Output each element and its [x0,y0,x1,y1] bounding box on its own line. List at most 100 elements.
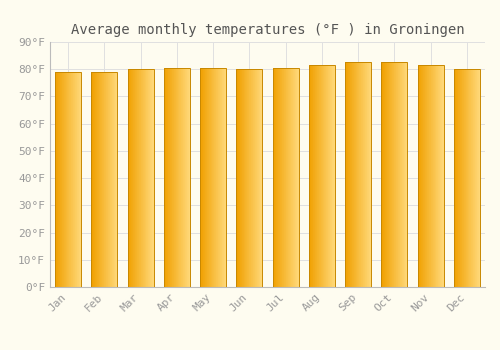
Bar [354,62,355,287]
Bar [260,69,261,287]
Bar [237,69,238,287]
Bar [385,62,386,287]
Bar [461,69,462,287]
Bar [254,69,256,287]
Bar [64,72,65,287]
Bar [396,62,397,287]
Bar [200,68,226,287]
Bar [135,69,136,287]
Bar [172,68,173,287]
Bar [215,68,216,287]
Bar [276,68,277,287]
Bar [345,62,371,287]
Bar [136,69,138,287]
Bar [405,62,406,287]
Bar [478,69,480,287]
Bar [244,69,245,287]
Bar [247,69,248,287]
Bar [430,65,432,287]
Bar [149,69,150,287]
Bar [106,72,107,287]
Bar [105,72,106,287]
Bar [470,69,471,287]
Bar [143,69,144,287]
Bar [174,68,175,287]
Bar [96,72,97,287]
Bar [102,72,103,287]
Bar [309,65,335,287]
Bar [273,68,274,287]
Bar [256,69,257,287]
Bar [167,68,168,287]
Bar [348,62,349,287]
Bar [206,68,208,287]
Bar [370,62,371,287]
Bar [164,68,190,287]
Bar [334,65,335,287]
Bar [356,62,357,287]
Bar [131,69,132,287]
Bar [467,69,468,287]
Bar [223,68,224,287]
Bar [115,72,116,287]
Bar [292,68,293,287]
Bar [74,72,76,287]
Bar [462,69,463,287]
Bar [63,72,64,287]
Bar [224,68,225,287]
Bar [293,68,294,287]
Bar [225,68,226,287]
Bar [460,69,461,287]
Bar [322,65,323,287]
Bar [476,69,478,287]
Bar [401,62,402,287]
Bar [209,68,210,287]
Bar [210,68,211,287]
Bar [393,62,394,287]
Bar [368,62,370,287]
Bar [241,69,242,287]
Bar [295,68,296,287]
Bar [418,65,444,287]
Bar [101,72,102,287]
Bar [420,65,421,287]
Bar [130,69,131,287]
Bar [471,69,472,287]
Bar [65,72,66,287]
Bar [240,69,241,287]
Bar [243,69,244,287]
Bar [458,69,459,287]
Bar [311,65,312,287]
Bar [284,68,285,287]
Bar [357,62,358,287]
Bar [459,69,460,287]
Bar [474,69,476,287]
Bar [288,68,289,287]
Bar [387,62,388,287]
Bar [69,72,70,287]
Bar [145,69,146,287]
Bar [164,68,165,287]
Bar [109,72,110,287]
Bar [406,62,407,287]
Bar [318,65,320,287]
Bar [97,72,98,287]
Bar [333,65,334,287]
Bar [246,69,247,287]
Bar [61,72,62,287]
Bar [466,69,467,287]
Bar [184,68,186,287]
Bar [216,68,217,287]
Bar [402,62,403,287]
Bar [236,69,262,287]
Bar [179,68,180,287]
Bar [217,68,218,287]
Bar [359,62,360,287]
Bar [103,72,104,287]
Bar [439,65,440,287]
Bar [312,65,314,287]
Bar [428,65,430,287]
Bar [272,68,298,287]
Bar [238,69,239,287]
Bar [80,72,81,287]
